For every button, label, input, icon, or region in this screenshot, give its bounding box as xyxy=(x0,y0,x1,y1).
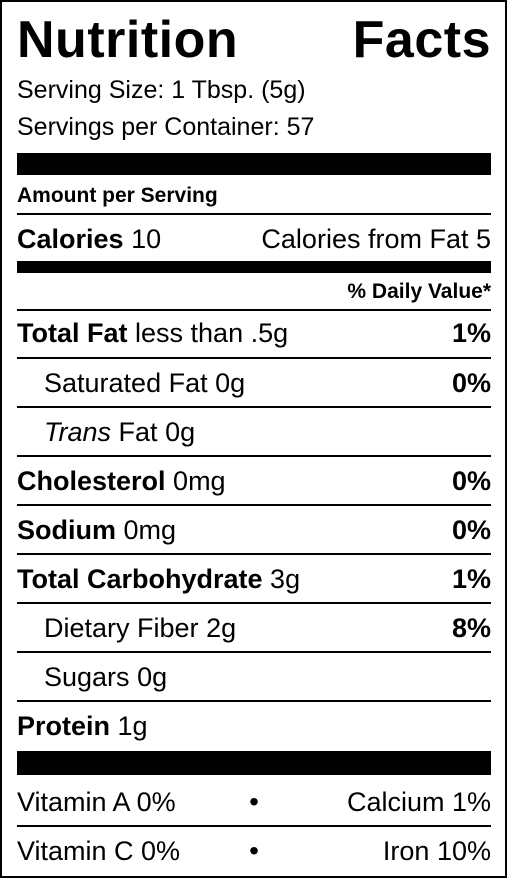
calories-from-fat: Calories from Fat 5 xyxy=(261,224,491,254)
amount-per-serving: Amount per Serving xyxy=(17,181,491,211)
nutrient-cell: Dietary Fiber 2g xyxy=(44,612,236,644)
nutrient-amount: less than .5g xyxy=(135,318,289,348)
vitamin-row: Vitamin A 0% • Calcium 1% xyxy=(17,786,491,818)
nutrient-cell: Saturated Fat 0g xyxy=(44,367,245,399)
nutrient-row-protein: Protein 1g xyxy=(17,710,491,742)
nutrient-amount: 0mg xyxy=(123,515,177,545)
divider xyxy=(17,553,491,555)
nutrient-daily-value: 0% xyxy=(451,515,491,545)
nutrient-row-dietary-fiber: Dietary Fiber 2g 8% xyxy=(17,612,491,644)
nutrient-name: Sodium xyxy=(17,515,116,545)
nutrient-daily-value: 1% xyxy=(451,564,491,594)
divider xyxy=(17,602,491,604)
bullet-icon: • xyxy=(249,835,259,866)
thick-divider-bottom xyxy=(17,751,491,775)
amount-per-serving-label: Amount per Serving xyxy=(17,184,218,207)
nutrient-row-sodium: Sodium 0mg 0% xyxy=(17,514,491,546)
nutrient-name: Cholesterol xyxy=(17,466,166,496)
vitamin-left: Vitamin C 0% xyxy=(17,836,181,866)
vitamin-right: Iron 10% xyxy=(382,836,491,866)
nutrient-daily-value: 0% xyxy=(451,368,491,398)
nutrient-amount: 1g xyxy=(117,711,148,741)
nutrient-row-trans-fat: Trans Fat 0g xyxy=(17,416,491,448)
serving-size: Serving Size: 1 Tbsp. (5g) xyxy=(17,76,306,104)
vitamin-row: Vitamin C 0% • Iron 10% xyxy=(17,835,491,867)
nutrient-name: Saturated Fat xyxy=(44,368,208,398)
divider xyxy=(17,357,491,359)
nutrient-cell: Cholesterol 0mg xyxy=(17,465,226,497)
nutrient-amount: 3g xyxy=(270,564,301,594)
nutrient-row-total-fat: Total Fat less than .5g 1% xyxy=(17,317,491,349)
vitamin-left: Vitamin A 0% xyxy=(17,787,176,817)
nutrient-name: Fat xyxy=(118,417,158,447)
title-word-facts: Facts xyxy=(352,11,491,69)
daily-value-header-label: % Daily Value* xyxy=(347,280,491,303)
nutrient-cell: Sodium 0mg xyxy=(17,514,176,546)
calories-row: Calories 10 Calories from Fat 5 xyxy=(17,223,491,255)
calories-value: 10 xyxy=(131,224,162,254)
divider xyxy=(17,651,491,653)
thick-divider-mid xyxy=(17,261,491,273)
nutrient-row-cholesterol: Cholesterol 0mg 0% xyxy=(17,465,491,497)
nutrient-amount: 0g xyxy=(165,417,196,447)
servings-per-container: Servings per Container: 57 xyxy=(17,113,315,141)
nutrient-cell: Sugars 0g xyxy=(44,661,167,693)
thick-divider-top xyxy=(17,153,491,175)
title-word-nutrition: Nutrition xyxy=(17,11,239,69)
nutrient-row-sugars: Sugars 0g xyxy=(17,661,491,693)
nutrient-row-saturated-fat: Saturated Fat 0g 0% xyxy=(17,367,491,399)
nutrient-name: Protein xyxy=(17,711,111,741)
nutrient-name-italic: Trans xyxy=(44,417,112,447)
nutrient-name: Sugars xyxy=(44,662,130,692)
nutrient-cell: Total Fat less than .5g xyxy=(17,317,288,349)
nutrient-cell: Protein 1g xyxy=(17,710,148,742)
divider xyxy=(17,700,491,702)
divider xyxy=(17,825,491,827)
nutrient-name: Dietary Fiber xyxy=(44,613,199,643)
nutrient-cell: Total Carbohydrate 3g xyxy=(17,563,300,595)
calories-label: Calories xyxy=(17,224,124,254)
divider xyxy=(17,504,491,506)
daily-value-header: % Daily Value* xyxy=(17,277,491,307)
divider xyxy=(17,455,491,457)
nutrient-daily-value: 8% xyxy=(451,613,491,643)
nutrient-name: Total Carbohydrate xyxy=(17,564,263,594)
divider xyxy=(17,309,491,311)
nutrient-daily-value: 0% xyxy=(451,466,491,496)
bullet-icon: • xyxy=(249,786,259,817)
calories-cell: Calories 10 xyxy=(17,223,161,255)
nutrient-amount: 0g xyxy=(215,368,246,398)
nutrient-row-total-carbohydrate: Total Carbohydrate 3g 1% xyxy=(17,563,491,595)
vitamin-right: Calcium 1% xyxy=(346,787,491,817)
nutrient-daily-value: 1% xyxy=(451,318,491,348)
nutrient-amount: 0g xyxy=(137,662,168,692)
nutrient-name: Total Fat xyxy=(17,318,128,348)
label-title: Nutrition Facts xyxy=(17,8,491,72)
nutrient-amount: 0mg xyxy=(173,466,226,496)
nutrient-cell: Trans Fat 0g xyxy=(44,416,195,448)
divider xyxy=(17,406,491,408)
divider xyxy=(17,213,491,215)
nutrient-amount: 2g xyxy=(206,613,237,643)
